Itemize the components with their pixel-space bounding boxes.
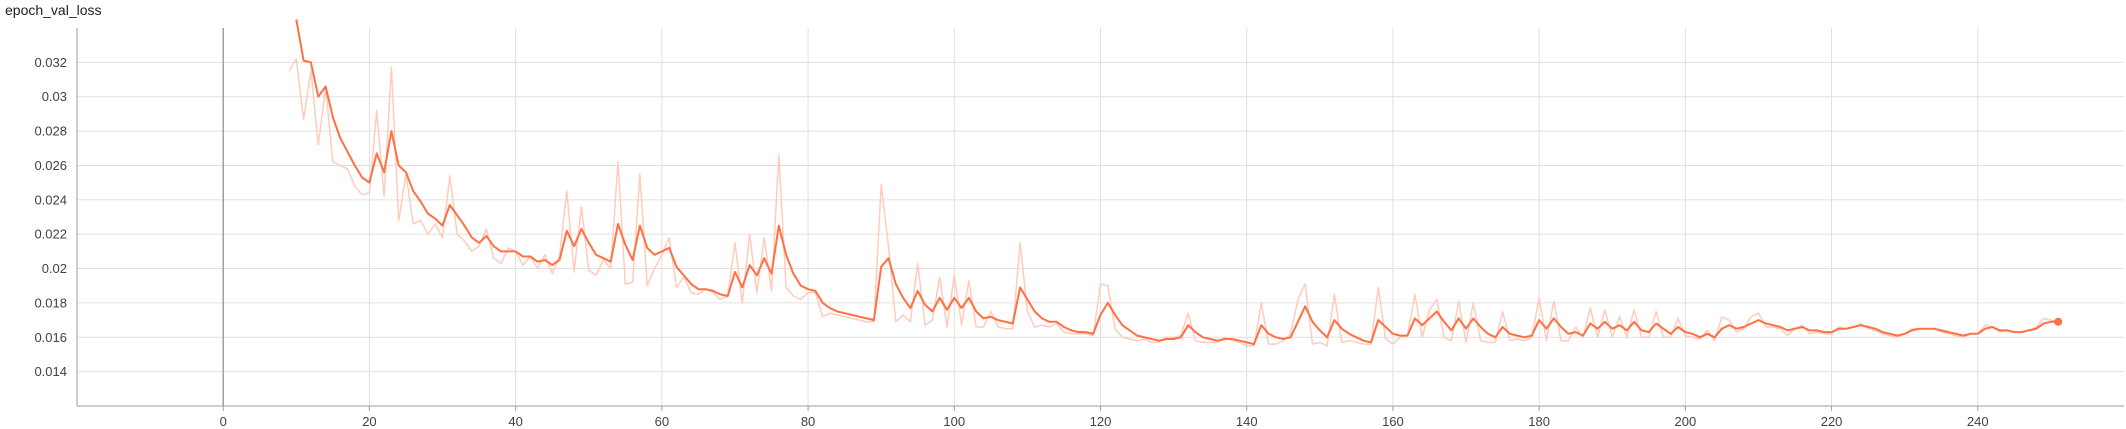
x-tick-label: 220 [1821,414,1843,429]
x-tick-label: 200 [1675,414,1697,429]
x-tick-label: 160 [1382,414,1404,429]
y-tick-label: 0.018 [34,295,67,310]
x-tick-label: 140 [1236,414,1258,429]
y-tick-label: 0.02 [42,261,67,276]
tick-labels: 0.014 0.016 0.018 0.02 0.022 0.024 0.026 0.028 0… [34,55,1988,429]
grid-lines [77,28,2124,406]
y-tick-label: 0.022 [34,227,67,242]
y-tick-label: 0.016 [34,330,67,345]
x-tick-label: 20 [362,414,376,429]
y-tick-label: 0.028 [34,124,67,139]
y-tick-label: 0.026 [34,158,67,173]
series-end-marker [2054,317,2063,326]
axes [76,28,2124,411]
x-tick-label: 40 [508,414,522,429]
y-tick-label: 0.032 [34,55,67,70]
x-tick-label: 60 [655,414,669,429]
y-tick-label: 0.014 [34,364,67,379]
series-layer [288,19,2063,347]
x-tick-label: 240 [1967,414,1989,429]
y-tick-label: 0.024 [34,192,67,207]
x-tick-label: 0 [220,414,227,429]
y-tick-label: 0.03 [42,89,67,104]
x-tick-label: 80 [801,414,815,429]
smoothed-series-line [295,19,2059,346]
x-tick-label: 120 [1090,414,1112,429]
x-tick-label: 180 [1528,414,1550,429]
x-tick-label: 100 [943,414,965,429]
chart-title: epoch_val_loss [5,2,102,18]
